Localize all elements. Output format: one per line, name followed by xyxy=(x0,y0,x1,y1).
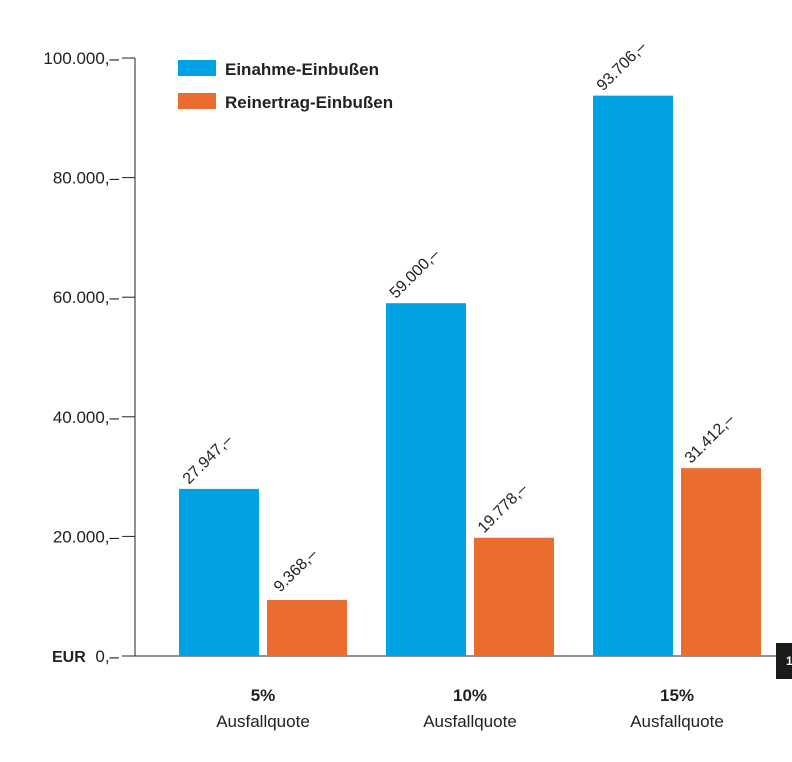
category-sublabel: Ausfallquote xyxy=(216,712,310,731)
legend-label: Einahme-Einbußen xyxy=(225,60,379,79)
bar-einahme-1 xyxy=(386,303,466,656)
y-tick-label: 40.000,– xyxy=(53,408,120,427)
value-label: 59.000,– xyxy=(387,246,443,302)
category-sublabel: Ausfallquote xyxy=(630,712,724,731)
bar-einahme-0 xyxy=(179,488,259,656)
value-label: 31.412,– xyxy=(682,411,738,467)
value-label: 9.368,– xyxy=(271,546,321,596)
category-labels: 5% Ausfallquote 10% Ausfallquote 15% Ausfallq… xyxy=(216,686,724,731)
value-label: 93.706,– xyxy=(594,38,650,94)
y-ticks: 0,– 20.000,– 40.000,– 60.000,– 80.000,– 100.0… xyxy=(43,49,135,666)
bars xyxy=(179,95,761,656)
bar-reinertrag-0 xyxy=(267,599,347,656)
unit-label: EUR xyxy=(52,649,86,666)
page-number-badge: 1 xyxy=(776,643,792,679)
category-label: 15% xyxy=(660,686,694,705)
bar-einahme-2 xyxy=(593,95,673,656)
value-label: 19.778,– xyxy=(475,480,531,536)
y-tick-label: 20.000,– xyxy=(53,527,120,546)
y-tick-label: 0,– xyxy=(95,647,119,666)
category-label: 5% xyxy=(251,686,276,705)
category-label: 10% xyxy=(453,686,487,705)
legend-label: Reinertrag-Einbußen xyxy=(225,93,393,112)
value-label: 27.947,– xyxy=(180,432,236,488)
y-tick-label: 80.000,– xyxy=(53,169,120,188)
y-tick-label: 60.000,– xyxy=(53,288,120,307)
legend-swatch xyxy=(178,60,216,76)
legend-swatch xyxy=(178,93,216,109)
bar-reinertrag-1 xyxy=(474,537,554,656)
y-tick-label: 100.000,– xyxy=(43,49,119,68)
legend: Einahme-Einbußen Reinertrag-Einbußen xyxy=(178,60,393,112)
bar-reinertrag-2 xyxy=(681,468,761,656)
category-sublabel: Ausfallquote xyxy=(423,712,517,731)
